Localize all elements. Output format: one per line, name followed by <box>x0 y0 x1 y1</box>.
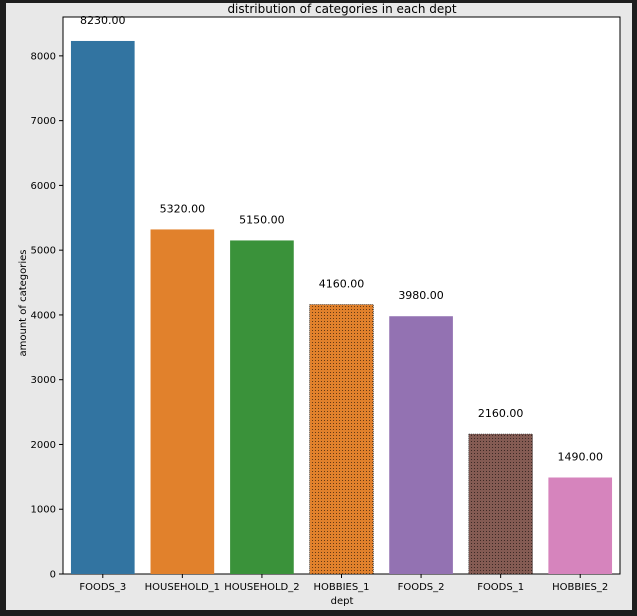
x-tick-label-household-2: HOUSEHOLD_2 <box>224 582 299 593</box>
x-ticks-layer: FOODS_3 HOUSEHOLD_1 HOUSEHOLD_2 HOBBIES_1 FO… <box>79 574 608 593</box>
y-tick-label: 3000 <box>31 375 56 386</box>
x-tick-label-hobbies-1: HOBBIES_1 <box>313 582 369 593</box>
y-tick-label: 7000 <box>31 116 56 127</box>
bar-hatch-foods-1 <box>468 433 533 575</box>
x-axis-label: dept <box>331 596 354 607</box>
data-label-household-2: 5150.00 <box>239 213 285 226</box>
bar-foods-3 <box>70 40 135 575</box>
bar-hatch-hobbies-1 <box>309 304 374 575</box>
bar-hobbies-2 <box>548 477 613 574</box>
bar-household-1 <box>150 229 215 575</box>
bars-layer <box>70 40 613 575</box>
data-label-hobbies-1: 4160.00 <box>319 278 365 291</box>
x-tick-label-household-1: HOUSEHOLD_1 <box>145 582 220 593</box>
y-tick-label: 8000 <box>31 51 56 62</box>
data-label-foods-3: 8230.00 <box>80 14 126 27</box>
y-tick-label: 0 <box>50 570 56 581</box>
y-tick-label: 1000 <box>31 505 56 516</box>
x-tick-label-hobbies-2: HOBBIES_2 <box>552 582 608 593</box>
chart-figure: distribution of categories in each dept … <box>6 3 632 610</box>
data-label-household-1: 5320.00 <box>160 202 206 215</box>
y-tick-label: 2000 <box>31 440 56 451</box>
chart-title: distribution of categories in each dept <box>227 3 456 16</box>
x-tick-label-foods-2: FOODS_2 <box>398 582 445 593</box>
x-tick-label-foods-3: FOODS_3 <box>79 582 126 593</box>
data-label-foods-2: 3980.00 <box>398 289 444 302</box>
y-tick-label: 4000 <box>31 310 56 321</box>
y-axis-label: amount of categories <box>18 250 29 357</box>
bar-household-2 <box>230 240 294 574</box>
x-tick-label-foods-1: FOODS_1 <box>477 582 524 593</box>
y-tick-label: 6000 <box>31 181 56 192</box>
data-label-foods-1: 2160.00 <box>478 407 524 420</box>
data-labels-layer: 8230.00 5320.00 5150.00 4160.00 3980.00 2160.… <box>80 14 603 464</box>
y-ticks-layer: 0 1000 2000 3000 4000 5000 6000 7000 8000 <box>31 51 63 581</box>
y-tick-label: 5000 <box>31 246 56 257</box>
data-label-hobbies-2: 1490.00 <box>557 450 603 463</box>
bar-chart: distribution of categories in each dept … <box>18 3 621 607</box>
bar-foods-2 <box>389 316 453 574</box>
